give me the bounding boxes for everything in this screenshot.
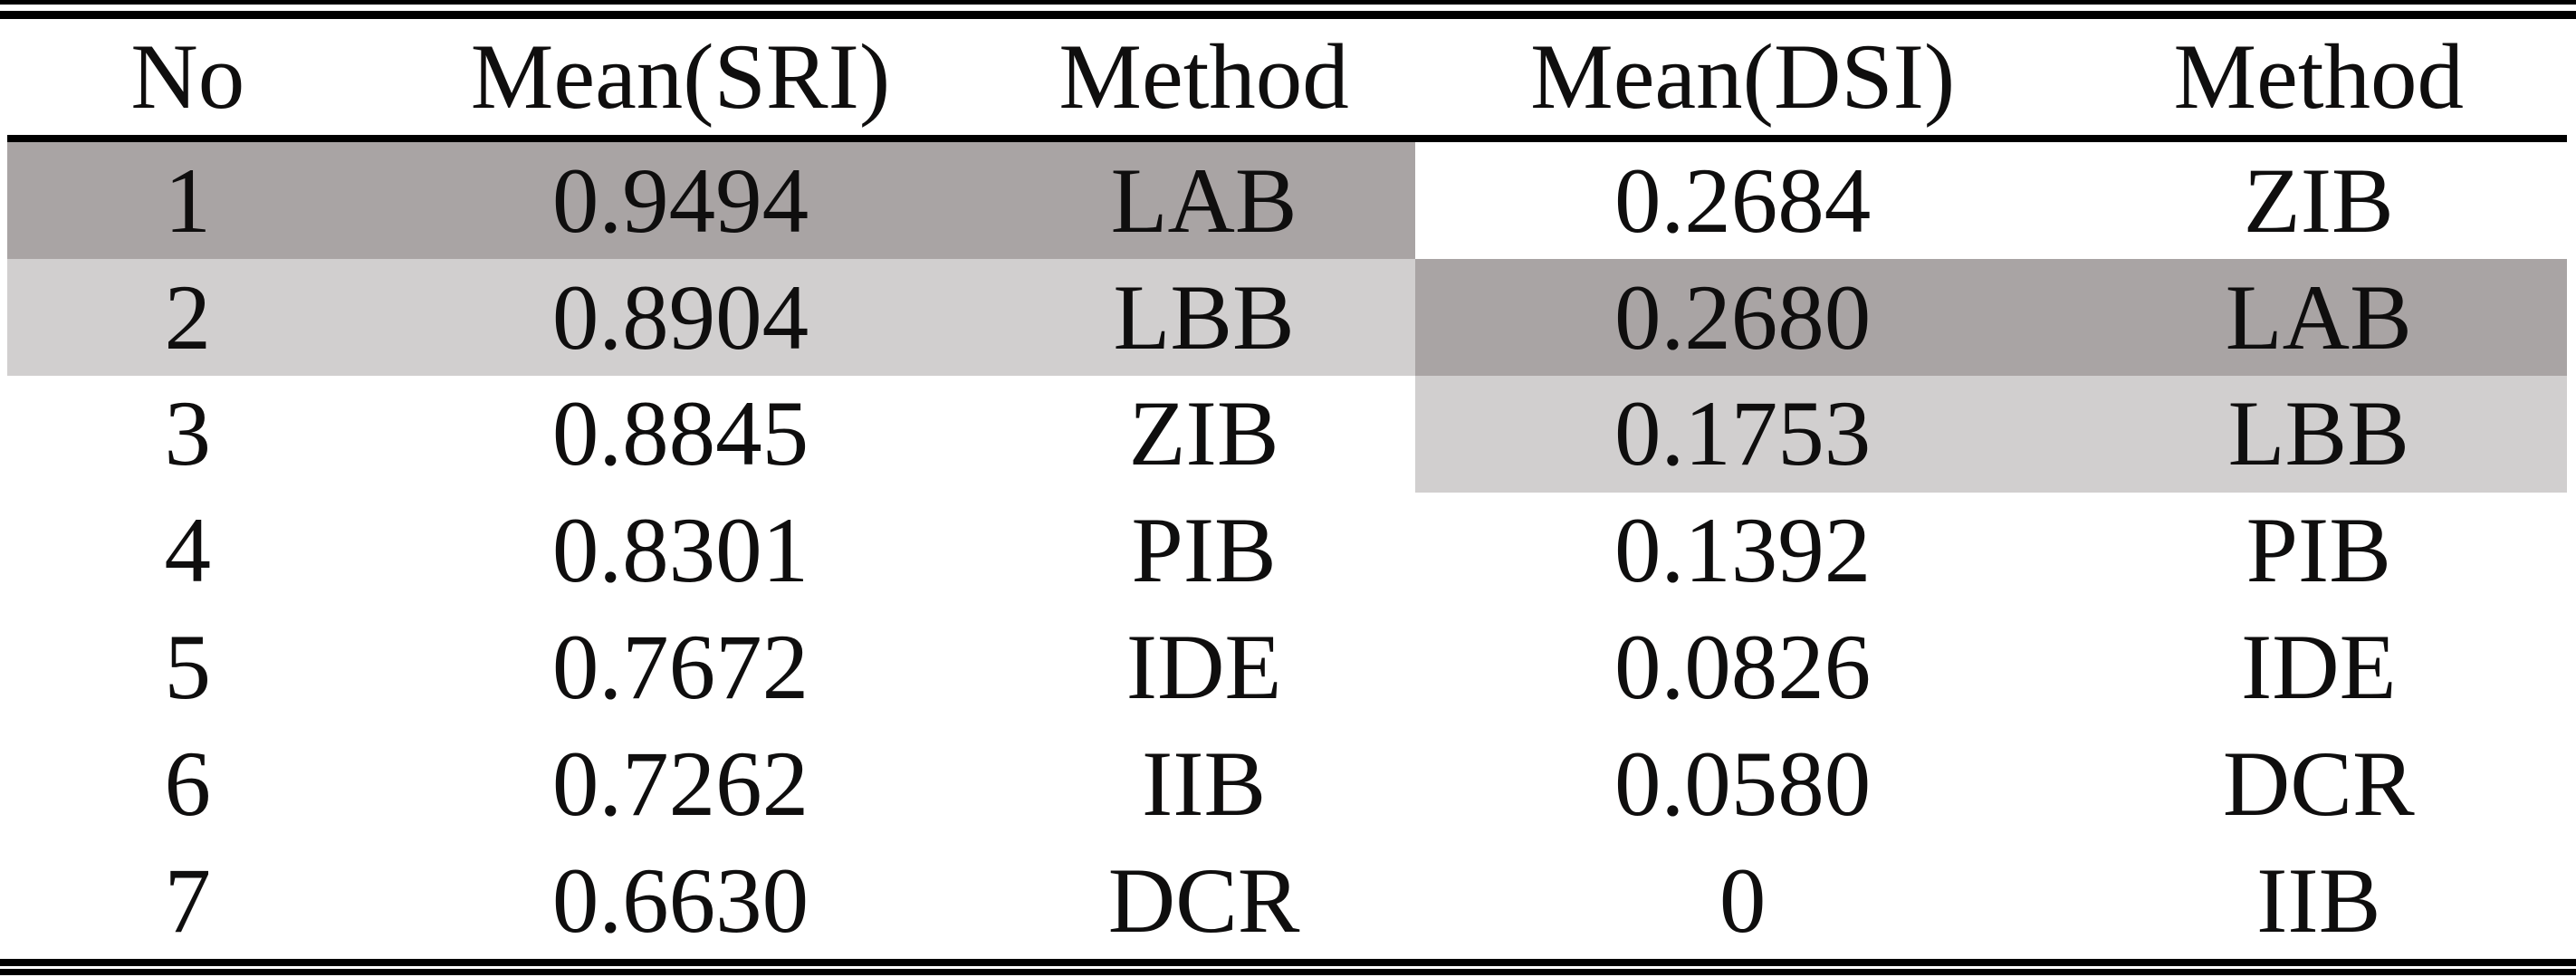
bottom-edge-gap xyxy=(0,975,2576,977)
cell-mean-dsi: 0.2680 xyxy=(1414,259,2071,376)
bottom-rule-gap xyxy=(0,966,2576,969)
top-rule-outer xyxy=(0,0,2576,5)
cell-sri-method: DCR xyxy=(1107,848,1300,953)
col-header-mean-sri: Mean(SRI) xyxy=(368,19,993,142)
col-header-no: No xyxy=(7,19,369,142)
cell-no: 1 xyxy=(7,139,369,260)
cell-mean-dsi: 0.2684 xyxy=(1614,148,1872,253)
cell-sri-method: LBB xyxy=(992,259,1415,376)
cell-mean-dsi: 0.1392 xyxy=(1614,499,1872,603)
top-rule-inner xyxy=(0,11,2576,19)
cell-mean-sri: 0.8845 xyxy=(551,382,809,486)
cell-dsi-method: DCR xyxy=(2222,732,2415,836)
ranking-table: No Mean(SRI) Method Mean(DSI) Method 1 0.… xyxy=(7,19,2567,959)
bottom-rule-outer xyxy=(0,969,2576,975)
cell-dsi-method: LAB xyxy=(2070,259,2567,376)
table-row: 5 0.7672 IDE 0.0826 IDE xyxy=(7,609,2567,726)
cell-mean-dsi: 0.0580 xyxy=(1614,732,1872,836)
cell-sri-method: IDE xyxy=(1125,615,1282,719)
table-body: 1 0.9494 LAB 0.2684 ZIB 2 0.8904 LBB 0.2680 LAB 3 0… xyxy=(7,139,2567,959)
cell-no: 3 xyxy=(164,382,212,486)
cell-sri-method: LAB xyxy=(992,139,1415,260)
cell-no: 6 xyxy=(164,732,212,836)
cell-mean-sri: 0.8904 xyxy=(368,259,993,376)
cell-sri-method: IIB xyxy=(1141,732,1267,836)
col-header-sri-method: Method xyxy=(992,19,1415,142)
header-row: No Mean(SRI) Method Mean(DSI) Method xyxy=(7,19,2567,142)
cell-mean-sri: 0.7672 xyxy=(551,615,809,719)
cell-mean-dsi: 0.0826 xyxy=(1614,615,1872,719)
col-header-mean-dsi: Mean(DSI) xyxy=(1414,19,2071,142)
cell-dsi-method: PIB xyxy=(2246,499,2391,603)
cell-dsi-method: LBB xyxy=(2070,375,2567,493)
cell-dsi-method: ZIB xyxy=(2243,148,2394,253)
table-row: 6 0.7262 IIB 0.0580 DCR xyxy=(7,725,2567,842)
table-row: 7 0.6630 DCR 0 IIB xyxy=(7,842,2567,959)
table-row: 4 0.8301 PIB 0.1392 PIB xyxy=(7,493,2567,609)
table-row: 2 0.8904 LBB 0.2680 LAB xyxy=(7,259,2567,376)
cell-mean-sri: 0.6630 xyxy=(551,848,809,953)
cell-no: 7 xyxy=(164,848,212,953)
col-header-dsi-method: Method xyxy=(2070,19,2567,142)
cell-dsi-method: IIB xyxy=(2256,848,2381,953)
cell-no: 5 xyxy=(164,615,212,719)
table-wrap: No Mean(SRI) Method Mean(DSI) Method 1 0.… xyxy=(0,19,2576,959)
cell-mean-dsi: 0.1753 xyxy=(1414,375,2071,493)
cell-no: 4 xyxy=(164,499,212,603)
table-row: 1 0.9494 LAB 0.2684 ZIB xyxy=(7,139,2567,260)
cell-sri-method: ZIB xyxy=(1128,382,1279,486)
top-rule-gap xyxy=(0,5,2576,11)
cell-sri-method: PIB xyxy=(1131,499,1277,603)
cell-mean-sri: 0.7262 xyxy=(551,732,809,836)
cell-dsi-method: IDE xyxy=(2240,615,2397,719)
cell-mean-dsi: 0 xyxy=(1719,848,1767,953)
cell-no: 2 xyxy=(7,259,369,376)
table-row: 3 0.8845 ZIB 0.1753 LBB xyxy=(7,375,2567,493)
cell-mean-sri: 0.9494 xyxy=(368,139,993,260)
cell-mean-sri: 0.8301 xyxy=(551,499,809,603)
bottom-rule-inner xyxy=(0,959,2576,966)
